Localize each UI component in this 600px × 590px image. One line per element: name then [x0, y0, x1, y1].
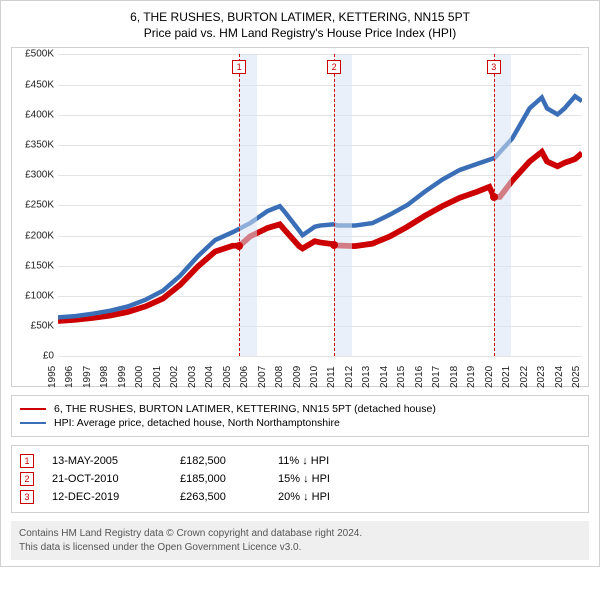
x-tick-label: 1998 — [99, 366, 110, 388]
chart-container: 6, THE RUSHES, BURTON LATIMER, KETTERING… — [0, 0, 600, 567]
transaction-row: 1 13-MAY-2005 £182,500 11% ↓ HPI — [20, 452, 580, 470]
y-tick-label: £0 — [43, 351, 54, 362]
x-tick-label: 2004 — [204, 366, 215, 388]
x-tick-label: 2006 — [239, 366, 250, 388]
x-tick-label: 2015 — [396, 366, 407, 388]
transaction-price: £182,500 — [180, 455, 260, 467]
x-tick-label: 2011 — [326, 367, 337, 389]
transaction-price: £263,500 — [180, 491, 260, 503]
x-tick-label: 2000 — [134, 366, 145, 388]
transactions-table: 1 13-MAY-2005 £182,500 11% ↓ HPI 2 21-OCT-201… — [11, 445, 589, 513]
x-tick-label: 2008 — [274, 366, 285, 388]
x-tick-label: 2007 — [257, 366, 268, 388]
title-line2: Price paid vs. HM Land Registry's House … — [11, 25, 589, 41]
marker-line — [494, 54, 495, 356]
marker-band — [334, 54, 351, 356]
transaction-date: 13-MAY-2005 — [52, 455, 162, 467]
marker-band — [494, 54, 511, 356]
x-tick-label: 2017 — [431, 366, 442, 388]
transaction-number-box: 3 — [20, 490, 34, 504]
title-line1: 6, THE RUSHES, BURTON LATIMER, KETTERING… — [11, 9, 589, 25]
legend-row: HPI: Average price, detached house, Nort… — [20, 416, 580, 430]
marker-number-box: 1 — [232, 60, 246, 74]
legend-label: HPI: Average price, detached house, Nort… — [54, 417, 340, 429]
y-axis: £0£50K£100K£150K£200K£250K£300K£350K£400… — [12, 54, 58, 356]
x-tick-label: 2018 — [449, 366, 460, 388]
x-tick-label: 2001 — [152, 366, 163, 388]
x-tick-label: 2021 — [501, 366, 512, 388]
y-tick-label: £50K — [31, 321, 54, 332]
x-tick-label: 2010 — [309, 366, 320, 388]
legend-row: 6, THE RUSHES, BURTON LATIMER, KETTERING… — [20, 402, 580, 416]
x-tick-label: 2025 — [571, 366, 582, 388]
transaction-delta: 11% ↓ HPI — [278, 455, 329, 467]
legend-swatch — [20, 422, 46, 424]
x-tick-label: 2024 — [554, 366, 565, 388]
marker-dot — [330, 241, 338, 249]
marker-line — [334, 54, 335, 356]
plot-area: 1 2 3 — [58, 54, 582, 356]
y-tick-label: £450K — [25, 79, 54, 90]
legend-label: 6, THE RUSHES, BURTON LATIMER, KETTERING… — [54, 403, 436, 415]
y-tick-label: £150K — [25, 260, 54, 271]
x-axis: 1995199619971998199920002001200220032004… — [58, 356, 582, 384]
legend: 6, THE RUSHES, BURTON LATIMER, KETTERING… — [11, 395, 589, 437]
y-tick-label: £250K — [25, 200, 54, 211]
x-tick-label: 2012 — [344, 366, 355, 388]
marker-line — [239, 54, 240, 356]
footer: Contains HM Land Registry data © Crown c… — [11, 521, 589, 560]
transaction-number-box: 2 — [20, 472, 34, 486]
transaction-row: 2 21-OCT-2010 £185,000 15% ↓ HPI — [20, 470, 580, 488]
chart-title: 6, THE RUSHES, BURTON LATIMER, KETTERING… — [11, 9, 589, 41]
x-tick-label: 1995 — [47, 366, 58, 388]
x-tick-label: 2019 — [466, 366, 477, 388]
x-tick-label: 1999 — [117, 366, 128, 388]
x-tick-label: 2020 — [484, 366, 495, 388]
x-tick-label: 2003 — [187, 366, 198, 388]
x-tick-label: 2022 — [519, 366, 530, 388]
marker-band — [239, 54, 256, 356]
x-tick-label: 2013 — [361, 366, 372, 388]
x-tick-label: 1997 — [82, 366, 93, 388]
transaction-delta: 15% ↓ HPI — [278, 473, 330, 485]
x-tick-label: 2002 — [169, 366, 180, 388]
marker-number-box: 2 — [327, 60, 341, 74]
transaction-date: 21-OCT-2010 — [52, 473, 162, 485]
transaction-date: 12-DEC-2019 — [52, 491, 162, 503]
x-tick-label: 2009 — [292, 366, 303, 388]
marker-dot — [235, 242, 243, 250]
marker-number-box: 3 — [487, 60, 501, 74]
y-tick-label: £200K — [25, 230, 54, 241]
transaction-number-box: 1 — [20, 454, 34, 468]
transaction-row: 3 12-DEC-2019 £263,500 20% ↓ HPI — [20, 488, 580, 506]
x-tick-label: 2005 — [222, 366, 233, 388]
y-tick-label: £100K — [25, 290, 54, 301]
chart-area: £0 £50K £100K £150K £200K £250K £300K £350K £400… — [11, 47, 589, 387]
footer-line2: This data is licensed under the Open Gov… — [19, 541, 581, 555]
x-tick-label: 2016 — [414, 366, 425, 388]
footer-line1: Contains HM Land Registry data © Crown c… — [19, 527, 581, 541]
marker-dot — [490, 193, 498, 201]
y-tick-label: £350K — [25, 139, 54, 150]
y-tick-label: £300K — [25, 170, 54, 181]
x-tick-label: 2023 — [536, 366, 547, 388]
x-tick-label: 1996 — [64, 366, 75, 388]
transaction-delta: 20% ↓ HPI — [278, 491, 330, 503]
y-tick-label: £400K — [25, 109, 54, 120]
y-tick-label: £500K — [25, 49, 54, 60]
legend-swatch — [20, 408, 46, 410]
transaction-price: £185,000 — [180, 473, 260, 485]
x-tick-label: 2014 — [379, 366, 390, 388]
